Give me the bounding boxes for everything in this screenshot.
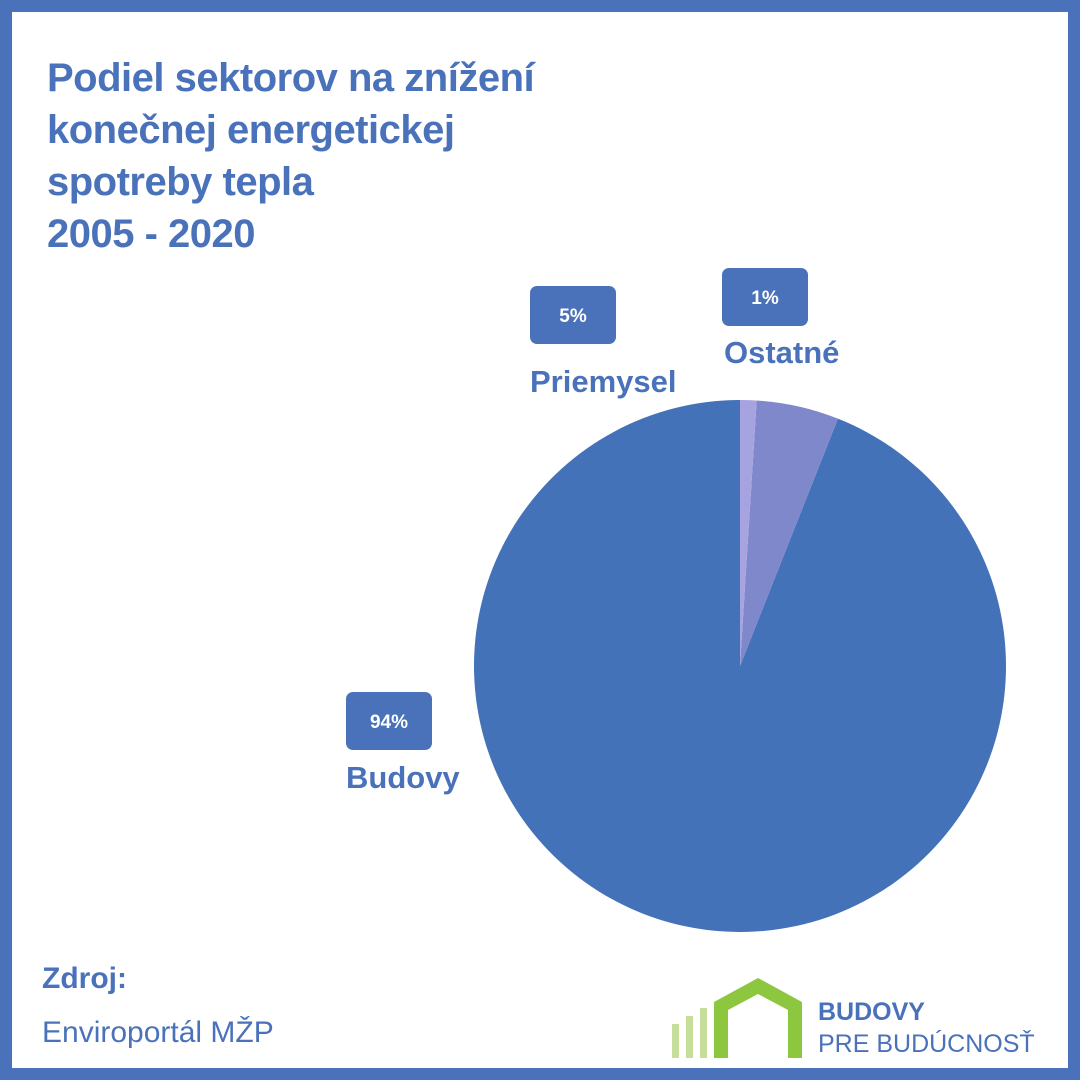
source-label: Zdroj: bbox=[42, 962, 127, 995]
data-label-category: Priemysel bbox=[530, 364, 677, 399]
data-label-badge bbox=[346, 692, 432, 750]
title-line-3: spotreby tepla bbox=[47, 160, 314, 204]
data-label-value: 94% bbox=[370, 712, 408, 733]
data-label-category: Ostatné bbox=[724, 335, 839, 370]
logo-bar-2 bbox=[686, 1016, 693, 1058]
data-label-badge bbox=[530, 286, 616, 344]
pie-slice-budovy bbox=[473, 400, 1006, 933]
logo-house-shape bbox=[714, 978, 802, 1058]
data-label-badge bbox=[722, 268, 808, 326]
logo-bar-3 bbox=[700, 1008, 707, 1058]
data-label-category: Budovy bbox=[346, 760, 460, 795]
pie-slice-ostatn- bbox=[740, 400, 757, 666]
house-logo-icon bbox=[672, 978, 802, 1058]
logo-line-1: BUDOVY bbox=[818, 998, 925, 1026]
logo-text: BUDOVY PRE BUDÚCNOSŤ bbox=[818, 996, 1035, 1060]
title-line-1: Podiel sektorov na znížení bbox=[47, 56, 535, 100]
title-line-2: konečnej energetickej bbox=[47, 108, 455, 152]
chart-title: Podiel sektorov na znížení konečnej ener… bbox=[47, 52, 667, 260]
logo-bar-1 bbox=[672, 1024, 679, 1058]
data-label-value: 1% bbox=[751, 288, 779, 309]
source-value: Enviroportál MŽP bbox=[42, 1016, 274, 1049]
data-label-value: 5% bbox=[559, 306, 587, 327]
logo-line-2: PRE BUDÚCNOSŤ bbox=[818, 1030, 1035, 1058]
pie-slice-priemysel bbox=[740, 400, 838, 666]
title-line-4: 2005 - 2020 bbox=[47, 212, 256, 256]
